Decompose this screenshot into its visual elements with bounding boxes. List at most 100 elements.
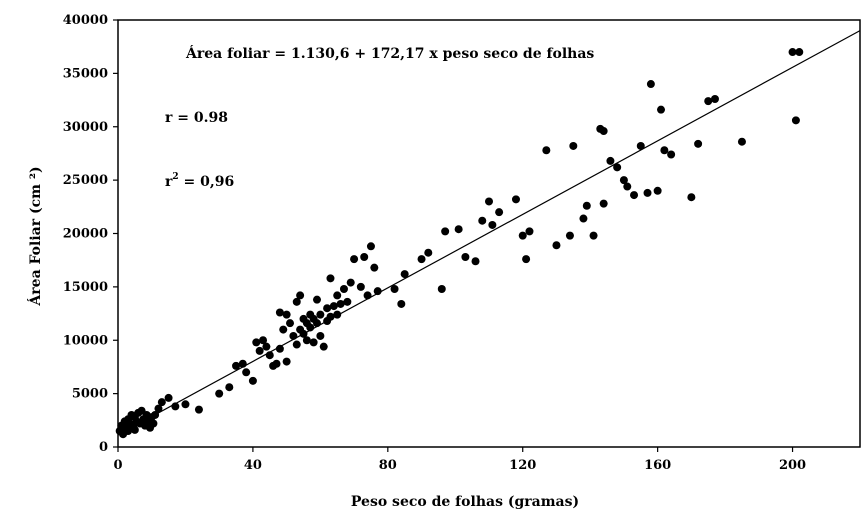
data-point [232,361,241,370]
data-point [390,285,399,294]
data-point [795,48,804,57]
data-point [252,338,261,347]
data-point [242,368,251,377]
data-point [164,393,173,402]
data-point [613,163,622,172]
data-point [194,405,203,414]
r2-base: r [165,174,173,190]
data-point [343,297,352,306]
y-tick-label: 30000 [63,120,108,135]
data-point [511,195,520,204]
data-point [478,216,487,225]
y-tick-label: 20000 [63,227,108,242]
x-tick-label: 160 [644,458,671,473]
x-tick-label: 40 [244,458,262,473]
data-point [518,231,527,240]
data-point [312,295,321,304]
y-tick-label: 35000 [63,66,108,81]
data-point [694,139,703,148]
determination-coefficient: r2 = 0,96 [165,172,234,190]
data-point [346,278,355,287]
data-point [589,231,598,240]
data-point [441,227,450,236]
y-axis-title: Área Foliar (cm ²) [26,166,44,306]
data-point [366,242,375,251]
data-point [319,342,328,351]
data-point [373,287,382,296]
data-point [704,97,713,106]
data-point [525,227,534,236]
data-point [791,116,800,125]
regression-equation: Área foliar = 1.130,6 + 172,17 x peso se… [185,44,594,62]
data-points [115,48,804,439]
data-point [495,208,504,217]
x-tick-label: 200 [779,458,806,473]
data-point [356,282,365,291]
data-point [660,146,669,155]
data-point [565,231,574,240]
data-point [630,191,639,200]
data-point [350,255,359,264]
data-point [316,331,325,340]
trendline-layer [117,30,861,436]
data-point [292,340,301,349]
data-point [248,376,257,385]
data-point [599,199,608,208]
data-point [259,336,268,345]
data-point [130,425,139,434]
data-point [154,404,163,413]
y-tick-label: 5000 [72,387,108,402]
data-point [329,302,338,311]
data-point [360,252,369,261]
data-point [710,94,719,103]
data-point [579,214,588,223]
data-point [667,150,676,159]
data-point [225,383,234,392]
data-point [653,186,662,195]
data-point [582,201,591,210]
data-point [623,182,632,191]
data-point [157,398,166,407]
r2-superscript: 2 [172,172,178,182]
x-tick-label: 80 [379,458,397,473]
data-point [737,137,746,146]
data-point [569,141,578,150]
data-point [454,225,463,234]
data-point [275,308,284,317]
axes: 0 5000 10000 15000 20000 25000 30000 35000 40000… [63,13,806,473]
y-tick-label: 10000 [63,333,108,348]
data-point [262,342,271,351]
data-point [417,255,426,264]
data-point [542,146,551,155]
data-point [279,325,288,334]
data-point [788,48,797,57]
data-point [657,105,666,114]
data-point [471,257,480,266]
data-point [619,176,628,185]
data-point [255,346,264,355]
data-point [302,336,311,345]
data-point [687,193,696,202]
data-point [292,297,301,306]
data-point [215,389,224,398]
plot-frame [117,19,861,448]
data-point [363,291,372,300]
data-point [424,248,433,257]
data-point [437,285,446,294]
data-point [181,400,190,409]
data-point [599,127,608,136]
data-point [323,304,332,313]
data-point [397,299,406,308]
data-point [275,344,284,353]
data-point [286,319,295,328]
plot-area [117,19,861,448]
data-point [461,252,470,261]
y-tick-label: 40000 [63,13,108,28]
data-point [149,419,158,428]
data-point [326,312,335,321]
data-point [326,274,335,283]
data-point [282,310,291,319]
correlation-coefficient: r = 0.98 [165,110,228,126]
data-point [370,263,379,272]
